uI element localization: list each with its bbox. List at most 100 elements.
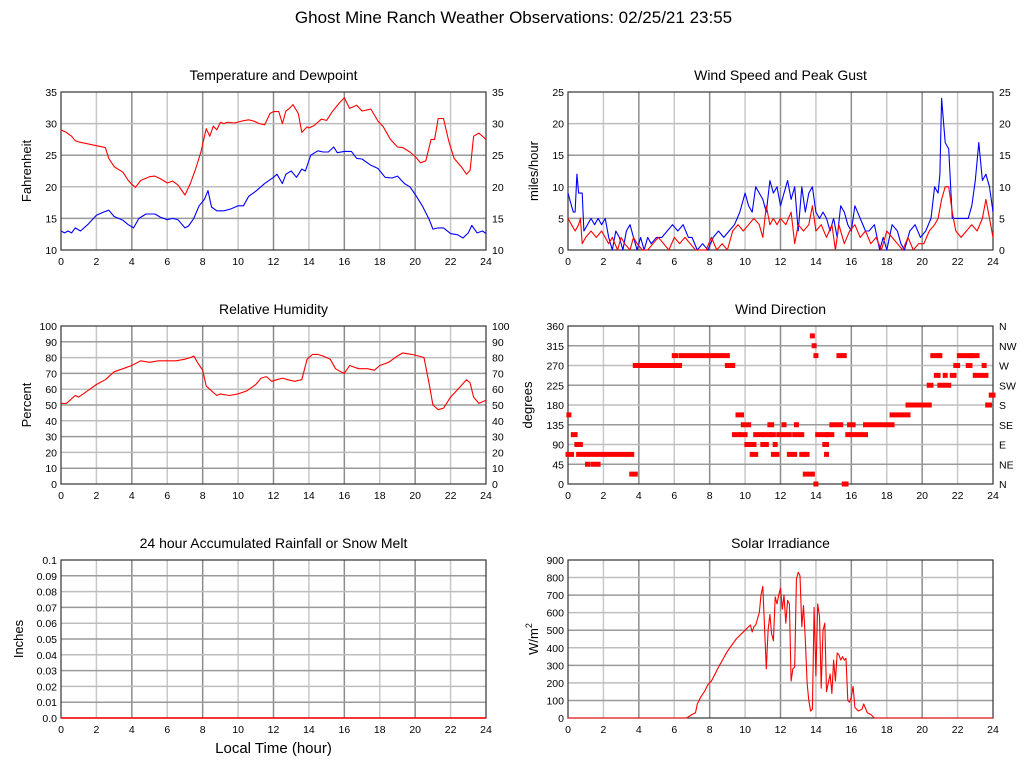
- x-tick-label: 20: [409, 490, 421, 502]
- x-tick-label: 22: [445, 724, 457, 736]
- data-point: [776, 432, 792, 438]
- y-tick-label: 600: [546, 608, 564, 620]
- data-point: [845, 432, 851, 438]
- x-tick-label: 22: [445, 256, 457, 268]
- y-tick-label: 0.01: [37, 697, 58, 709]
- y-tick-label: 70: [45, 368, 57, 380]
- x-tick-label: 4: [636, 256, 642, 268]
- y-tick-label: 400: [546, 643, 564, 655]
- chart-title: Relative Humidity: [219, 301, 328, 317]
- x-tick-label: 22: [952, 724, 964, 736]
- x-tick-label: 8: [200, 490, 206, 502]
- data-point: [863, 422, 895, 428]
- data-point: [825, 432, 835, 438]
- data-point: [576, 451, 635, 457]
- x-tick-label: 18: [881, 724, 893, 736]
- series-line-peak-gust: [567, 97, 994, 251]
- data-point: [760, 442, 769, 447]
- x-tick-label: 0: [565, 490, 571, 502]
- y-tick-label: 0.1: [42, 555, 57, 567]
- x-tick-label: 0: [565, 724, 571, 736]
- data-point: [965, 363, 973, 368]
- x-tick-label: 24: [480, 724, 492, 736]
- y-tick-label: 200: [546, 678, 564, 690]
- y-tick-label: 100: [546, 695, 564, 707]
- y-tick-label: 0.02: [37, 681, 58, 693]
- data-point: [933, 372, 941, 378]
- x-tick-label: 12: [775, 724, 787, 736]
- x-tick-label: 10: [232, 724, 244, 736]
- y-tick-label: 90: [45, 337, 57, 349]
- y-right-tick-label: 90: [492, 337, 504, 349]
- x-tick-label: 2: [600, 724, 606, 736]
- y-tick-label: 10: [45, 463, 57, 475]
- x-tick-label: 14: [810, 724, 822, 736]
- data-point: [590, 461, 601, 467]
- x-tick-label: 24: [987, 724, 999, 736]
- chart-title: Solar Irradiance: [731, 535, 830, 551]
- x-tick-label: 14: [810, 490, 822, 502]
- data-point: [772, 442, 778, 447]
- y-tick-label: 30: [45, 119, 57, 131]
- x-tick-label: 12: [268, 490, 280, 502]
- data-point: [889, 412, 911, 418]
- y-tick-label: 0: [558, 479, 564, 491]
- plot-frame: [60, 325, 487, 485]
- y-right-tick-label: 25: [999, 87, 1011, 99]
- x-tick-label: 12: [775, 256, 787, 268]
- y-tick-label: 315: [546, 341, 564, 353]
- y-tick-label: 135: [546, 420, 564, 432]
- y-tick-label: 20: [45, 447, 57, 459]
- series-line-wind-speed: [567, 186, 994, 251]
- x-tick-label: 2: [93, 490, 99, 502]
- data-point: [848, 432, 868, 438]
- x-tick-label: 22: [445, 490, 457, 502]
- x-tick-label: 10: [232, 490, 244, 502]
- data-point: [824, 451, 830, 457]
- y-tick-label: 45: [552, 459, 564, 471]
- x-tick-label: 24: [987, 256, 999, 268]
- y-right-tick-label: 10: [492, 463, 504, 475]
- series-line-solar-irradiance: [568, 571, 993, 719]
- plot-frame: [567, 559, 994, 719]
- y-right-tick-label: N: [999, 479, 1007, 491]
- x-tick-label: 2: [600, 490, 606, 502]
- y-tick-label: 15: [552, 150, 564, 162]
- data-point: [985, 402, 992, 408]
- data-point: [724, 363, 736, 368]
- y-right-tick-label: 20: [492, 182, 504, 194]
- x-tick-label: 20: [409, 724, 421, 736]
- x-tick-label: 14: [810, 256, 822, 268]
- y-tick-label: 35: [45, 87, 57, 99]
- data-point: [809, 333, 815, 339]
- y-right-tick-label: 70: [492, 368, 504, 380]
- y-right-tick-label: SE: [999, 420, 1013, 432]
- y-tick-label: 15: [45, 213, 57, 225]
- data-point: [813, 481, 819, 487]
- data-point: [815, 432, 830, 438]
- y-tick-label: 900: [546, 555, 564, 567]
- y-right-tick-label: W: [999, 361, 1009, 373]
- x-tick-label: 10: [739, 256, 751, 268]
- y-tick-label: 5: [558, 213, 564, 225]
- y-right-tick-label: 0: [492, 479, 498, 491]
- data-point: [675, 363, 683, 368]
- y-tick-label: 30: [45, 432, 57, 444]
- y-tick-label: 800: [546, 573, 564, 585]
- x-tick-label: 20: [916, 490, 928, 502]
- x-tick-label: 18: [374, 490, 386, 502]
- y-right-tick-label: NE: [999, 459, 1014, 471]
- x-tick-label: 8: [200, 256, 206, 268]
- data-point: [804, 451, 810, 457]
- data-point: [956, 353, 973, 359]
- x-tick-label: 8: [707, 724, 713, 736]
- y-right-tick-label: 10: [999, 182, 1011, 194]
- x-tick-label: 20: [916, 256, 928, 268]
- data-point: [566, 412, 572, 418]
- data-point: [786, 451, 798, 457]
